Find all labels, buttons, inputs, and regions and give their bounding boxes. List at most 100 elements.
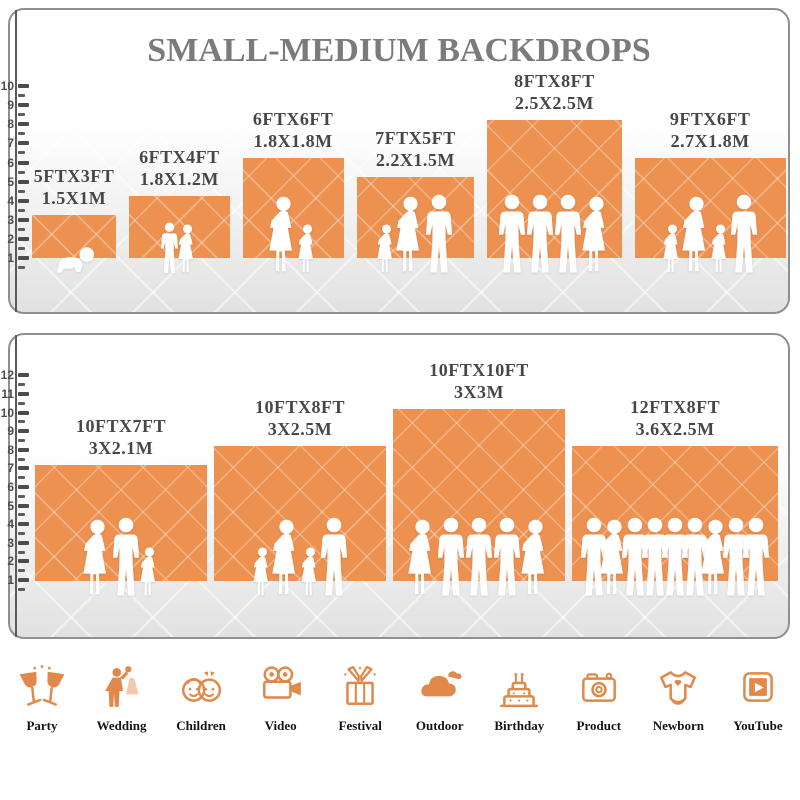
category-label: Video bbox=[264, 718, 297, 733]
man-silhouette bbox=[317, 517, 351, 597]
category-party: Party bbox=[14, 664, 70, 734]
backdrop-size-ft: 10FTX7FT bbox=[75, 415, 167, 436]
children-faces-icon bbox=[178, 664, 224, 710]
product-camera-icon bbox=[576, 664, 622, 710]
wedding-couple-icon bbox=[99, 664, 145, 710]
ruler-minor-tick bbox=[18, 151, 25, 155]
ruler-tick bbox=[18, 447, 29, 452]
ruler-tick bbox=[18, 160, 29, 165]
ruler-tick bbox=[18, 236, 29, 241]
ruler-tick bbox=[18, 179, 29, 184]
man-silhouette bbox=[739, 517, 773, 597]
backdrop-size-m: 1.8X1.8M bbox=[253, 130, 333, 151]
backdrop-size-m: 2.2X1.5M bbox=[375, 149, 455, 170]
ruler-tick bbox=[18, 84, 29, 89]
baby-silhouette bbox=[53, 246, 95, 274]
ruler-tick bbox=[18, 540, 29, 545]
people-silhouettes bbox=[487, 194, 621, 274]
ruler-minor-tick bbox=[18, 420, 25, 424]
backdrop-size-label: 8FTX8FT 2.5X2.5M bbox=[514, 71, 595, 115]
category-row: Party Wedding Children Video Festival Outdoor… bbox=[0, 664, 800, 734]
video-camera-icon bbox=[258, 664, 304, 710]
ruler-minor-tick bbox=[18, 587, 25, 591]
category-children: Children bbox=[173, 664, 229, 734]
backdrop-size-ft: 8FTX8FT bbox=[514, 70, 595, 91]
backdrop-bar: 6FTX6FT 1.8X1.8M bbox=[242, 109, 344, 258]
category-wedding: Wedding bbox=[94, 664, 150, 734]
backdrop-bar: 9FTX6FT 2.7X1.8M bbox=[634, 109, 786, 258]
ruler-tick bbox=[18, 410, 29, 415]
ruler-minor-tick bbox=[18, 532, 25, 535]
backdrop-size-label: 5FTX3FT 1.5X1M bbox=[34, 166, 115, 210]
cloud-icon bbox=[417, 664, 463, 710]
ruler-tick-label: 3 bbox=[7, 535, 14, 550]
ruler-minor-tick bbox=[18, 401, 25, 405]
people-silhouettes bbox=[393, 517, 565, 597]
ruler-minor-tick bbox=[18, 476, 25, 480]
ruler-tick-label: 6 bbox=[7, 480, 14, 494]
child-girl-silhouette bbox=[137, 547, 162, 597]
ruler-minor-tick bbox=[18, 132, 25, 136]
backdrop-size-label: 12FTX8FT 3.6X2.5M bbox=[630, 397, 720, 441]
backdrop-size-ft: 6FTX4FT bbox=[139, 147, 220, 168]
people-silhouettes bbox=[32, 246, 116, 274]
small-backdrops-panel: SMALL-MEDIUM BACKDROPS 5FTX3FT 1.5X1M 6FTX… bbox=[1, 8, 790, 314]
ruler-tick bbox=[18, 466, 29, 471]
ruler-tick-label: 5 bbox=[7, 174, 14, 189]
ruler-tick-label: 3 bbox=[7, 212, 14, 227]
category-product: Product bbox=[571, 664, 627, 734]
ruler-tick bbox=[18, 429, 29, 434]
ruler-line bbox=[15, 10, 17, 312]
ruler-tick bbox=[18, 256, 29, 260]
backdrop-size-label: 10FTX10FT 3X3M bbox=[429, 360, 529, 404]
ruler-tick bbox=[18, 122, 29, 127]
backdrop-bar: 12FTX8FT 3.6X2.5M bbox=[572, 397, 779, 581]
ruler-tick bbox=[18, 141, 29, 146]
man-silhouette bbox=[727, 194, 761, 274]
ruler-minor-tick bbox=[18, 266, 25, 270]
backdrop-size-label: 10FTX8FT 3X2.5M bbox=[255, 397, 345, 441]
backdrop-size-ft: 9FTX6FT bbox=[669, 108, 751, 129]
people-silhouettes bbox=[243, 196, 344, 274]
backdrop-size-ft: 7FTX5FT bbox=[375, 127, 456, 148]
category-label: YouTube bbox=[733, 718, 783, 733]
backdrop-size-m: 3.6X2.5M bbox=[635, 419, 715, 440]
ruler-tick-label: 1 bbox=[7, 251, 14, 265]
ruler-tick-label: 1 bbox=[7, 573, 14, 587]
category-youtube: YouTube bbox=[730, 664, 786, 734]
backdrop-size-label: 10FTX7FT 3X2.1M bbox=[76, 416, 166, 460]
ruler-tick-label: 2 bbox=[7, 231, 14, 246]
backdrop-bar: 6FTX4FT 1.8X1.2M bbox=[129, 147, 230, 258]
people-silhouettes bbox=[214, 517, 386, 597]
ruler-tick-label: 5 bbox=[7, 498, 14, 513]
ruler-minor-tick bbox=[18, 513, 25, 517]
woman-silhouette bbox=[579, 196, 614, 274]
ruler-line bbox=[15, 335, 17, 637]
ruler-tick bbox=[18, 103, 29, 108]
backdrop-bar: 5FTX3FT 1.5X1M bbox=[32, 166, 116, 258]
woman-silhouette bbox=[518, 519, 553, 597]
ruler-minor-tick bbox=[18, 189, 25, 193]
category-label: Party bbox=[26, 718, 58, 733]
category-label: Birthday bbox=[494, 718, 545, 733]
ruler-minor-tick bbox=[18, 494, 25, 498]
ruler-tick bbox=[18, 578, 29, 582]
ruler-tick-label: 11 bbox=[1, 387, 14, 401]
backdrop-size-m: 2.5X2.5M bbox=[514, 92, 594, 113]
ruler-tick bbox=[18, 559, 29, 564]
ruler-minor-tick bbox=[18, 94, 25, 98]
medium-backdrops-panel: 10FTX7FT 3X2.1M 10FTX8FT 3X2.5M 10FTX10FT 3X3… bbox=[1, 333, 790, 639]
ruler-tick-label: 8 bbox=[7, 442, 14, 457]
backdrop-size-ft: 12FTX8FT bbox=[630, 397, 721, 418]
people-silhouettes bbox=[35, 517, 207, 597]
youtube-play-icon bbox=[735, 664, 781, 710]
ruler-tick-label: 8 bbox=[7, 117, 14, 132]
category-birthday: Birthday bbox=[491, 664, 547, 734]
page-title: SMALL-MEDIUM BACKDROPS bbox=[147, 32, 651, 69]
backdrop-size-m: 3X2.5M bbox=[267, 419, 333, 440]
backdrop-size-label: 7FTX5FT 2.2X1.5M bbox=[375, 128, 456, 172]
ruler-minor-tick bbox=[18, 457, 25, 461]
backdrop-size-m: 2.7X1.8M bbox=[670, 130, 750, 151]
ruler-tick bbox=[18, 198, 29, 203]
category-newborn: Newborn bbox=[650, 664, 706, 734]
